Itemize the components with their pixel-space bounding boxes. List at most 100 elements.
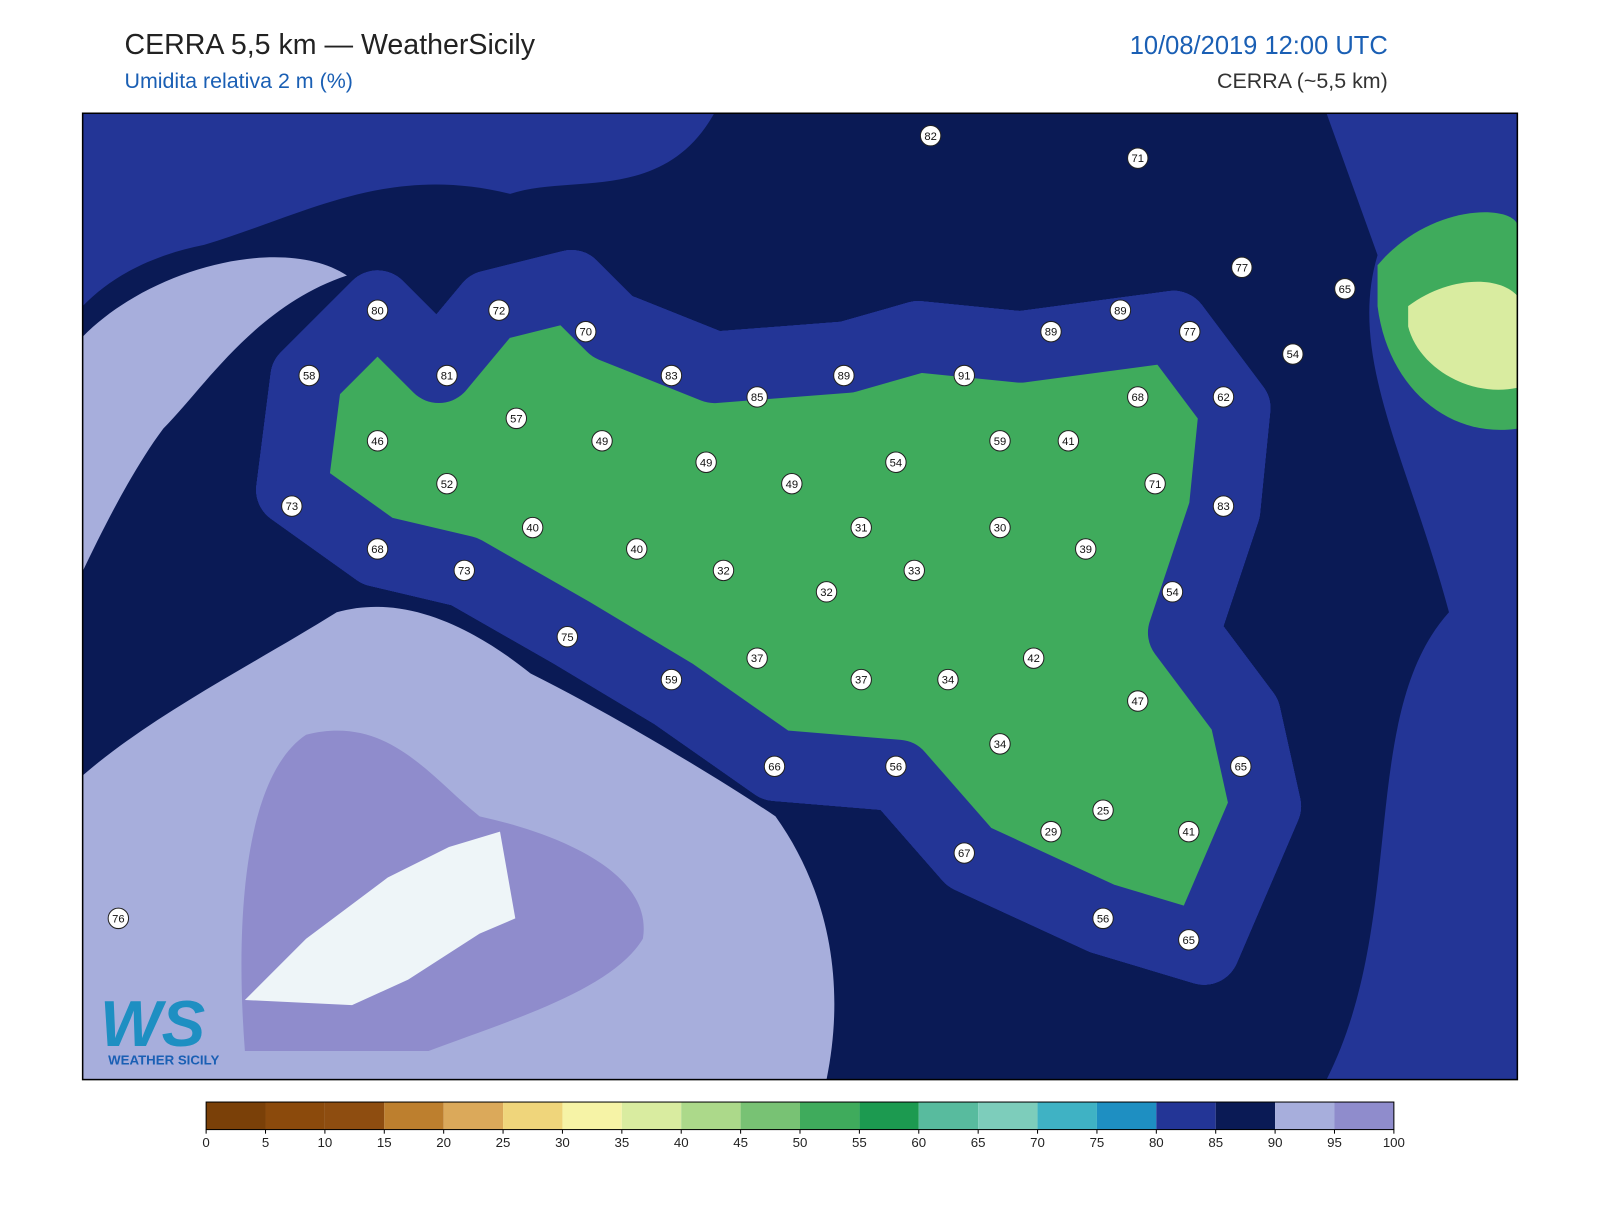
station: 59 bbox=[989, 430, 1011, 452]
station-value: 32 bbox=[820, 587, 832, 599]
station: 77 bbox=[1179, 320, 1201, 343]
colorbar-tick-label: 45 bbox=[733, 1135, 748, 1150]
colorbar-bin bbox=[384, 1102, 444, 1130]
station-marker bbox=[746, 386, 768, 408]
station-value: 62 bbox=[1217, 392, 1229, 404]
station: 68 bbox=[366, 538, 389, 560]
logo-text: WEATHER SICILY bbox=[108, 1052, 219, 1067]
station-labels: 82 71 77 65 89 89 77 80 72 70 58 81 83 85 89 91 54 68 62 57… bbox=[107, 125, 1356, 951]
station: 73 bbox=[281, 495, 303, 517]
station-value: 52 bbox=[441, 479, 453, 491]
colorbar-bin bbox=[621, 1102, 682, 1130]
map: 82 71 77 65 89 89 77 80 72 70 58 81 83 85 89 91 54 68 62 57… bbox=[82, 113, 1518, 1080]
station-value: 65 bbox=[1339, 284, 1351, 296]
station-marker bbox=[746, 647, 768, 669]
station: 57 bbox=[505, 407, 528, 430]
station: 32 bbox=[815, 581, 838, 603]
station-value: 56 bbox=[890, 761, 902, 773]
station-value: 75 bbox=[561, 632, 573, 644]
station: 89 bbox=[1109, 299, 1132, 321]
colorbar-bin bbox=[1156, 1102, 1216, 1130]
station-marker bbox=[1040, 820, 1062, 843]
station: 49 bbox=[695, 451, 717, 473]
station: 89 bbox=[1040, 320, 1062, 343]
station-marker bbox=[1040, 320, 1062, 343]
station-value: 76 bbox=[112, 913, 124, 925]
station: 71 bbox=[1144, 472, 1166, 495]
station-value: 31 bbox=[855, 523, 867, 535]
logo-mark: WS bbox=[100, 987, 205, 1060]
station: 77 bbox=[1231, 256, 1253, 279]
station: 72 bbox=[488, 299, 510, 321]
station: 52 bbox=[436, 472, 458, 495]
station-value: 57 bbox=[510, 413, 522, 425]
station: 59 bbox=[660, 668, 683, 691]
station-marker bbox=[436, 364, 458, 387]
station: 34 bbox=[989, 733, 1011, 755]
colorbar-tick-label: 100 bbox=[1383, 1135, 1405, 1150]
colorbar-bin bbox=[918, 1102, 979, 1130]
station-marker bbox=[1057, 430, 1080, 452]
colorbar-tick-label: 25 bbox=[496, 1135, 511, 1150]
colorbar-bin bbox=[859, 1102, 919, 1130]
station: 40 bbox=[626, 538, 648, 560]
colorbar-tick-label: 70 bbox=[1030, 1135, 1045, 1150]
station: 66 bbox=[763, 755, 786, 778]
station-value: 67 bbox=[958, 848, 970, 860]
colorbar-bin bbox=[206, 1102, 266, 1130]
station-value: 80 bbox=[371, 305, 383, 317]
station-value: 39 bbox=[1079, 544, 1091, 556]
station-value: 42 bbox=[1027, 653, 1039, 665]
station-marker bbox=[815, 581, 838, 603]
colorbar-bin bbox=[978, 1102, 1038, 1130]
colorbar-tick-label: 90 bbox=[1268, 1135, 1283, 1150]
colorbar-tick-label: 15 bbox=[377, 1135, 392, 1150]
station-value: 49 bbox=[596, 436, 608, 448]
station-marker bbox=[903, 559, 925, 582]
station-marker bbox=[1231, 256, 1253, 279]
logo: WS WEATHER SICILY bbox=[100, 987, 219, 1067]
station-marker bbox=[1178, 929, 1200, 951]
colorbar-bin bbox=[1334, 1102, 1394, 1130]
station-value: 41 bbox=[1062, 436, 1074, 448]
station-value: 73 bbox=[286, 501, 298, 513]
station-value: 83 bbox=[1217, 501, 1229, 513]
colorbar-tick-label: 55 bbox=[852, 1135, 867, 1150]
colorbar-tick-label: 0 bbox=[202, 1135, 209, 1150]
colorbar-bin bbox=[740, 1102, 800, 1130]
colorbar-tick-label: 50 bbox=[793, 1135, 808, 1150]
station-marker bbox=[660, 364, 683, 387]
station-value: 34 bbox=[994, 739, 1006, 751]
station-value: 37 bbox=[855, 675, 867, 687]
station: 56 bbox=[1092, 907, 1114, 930]
colorbar-tick-label: 65 bbox=[971, 1135, 986, 1150]
station-marker bbox=[1179, 320, 1201, 343]
station-marker bbox=[366, 430, 389, 452]
station-marker bbox=[1092, 799, 1114, 821]
station: 71 bbox=[1127, 147, 1149, 169]
station-marker bbox=[1212, 495, 1235, 517]
colorbar-tick-label: 10 bbox=[318, 1135, 333, 1150]
station-marker bbox=[989, 430, 1011, 452]
subtitle: Umidita relativa 2 m (%) bbox=[124, 69, 352, 93]
station-value: 73 bbox=[458, 565, 470, 577]
station-marker bbox=[781, 472, 803, 495]
station: 49 bbox=[781, 472, 803, 495]
colorbar-bin bbox=[562, 1102, 622, 1130]
station: 39 bbox=[1075, 538, 1097, 560]
station-marker bbox=[1127, 690, 1149, 712]
station-marker bbox=[695, 451, 717, 473]
station-marker bbox=[436, 472, 458, 495]
station-marker bbox=[1144, 472, 1166, 495]
station: 37 bbox=[850, 668, 872, 691]
station-value: 77 bbox=[1184, 327, 1196, 339]
colorbar-tick-label: 35 bbox=[614, 1135, 629, 1150]
station: 80 bbox=[366, 299, 389, 321]
station: 82 bbox=[919, 125, 942, 147]
station-value: 77 bbox=[1236, 262, 1248, 274]
station-value: 89 bbox=[838, 371, 850, 383]
station-value: 82 bbox=[924, 131, 936, 143]
station-value: 32 bbox=[717, 565, 729, 577]
station-value: 91 bbox=[958, 371, 970, 383]
